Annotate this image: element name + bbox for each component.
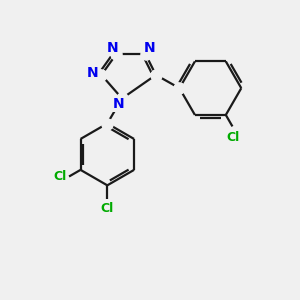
Text: N: N xyxy=(107,41,118,55)
Text: N: N xyxy=(87,66,98,80)
Text: N: N xyxy=(113,98,124,111)
Text: N: N xyxy=(107,41,118,55)
Text: Cl: Cl xyxy=(53,170,67,183)
Text: N: N xyxy=(143,41,155,55)
Text: N: N xyxy=(113,98,124,111)
Text: Cl: Cl xyxy=(226,131,240,144)
Text: N: N xyxy=(87,66,98,80)
Text: Cl: Cl xyxy=(101,202,114,214)
Text: N: N xyxy=(143,41,155,55)
